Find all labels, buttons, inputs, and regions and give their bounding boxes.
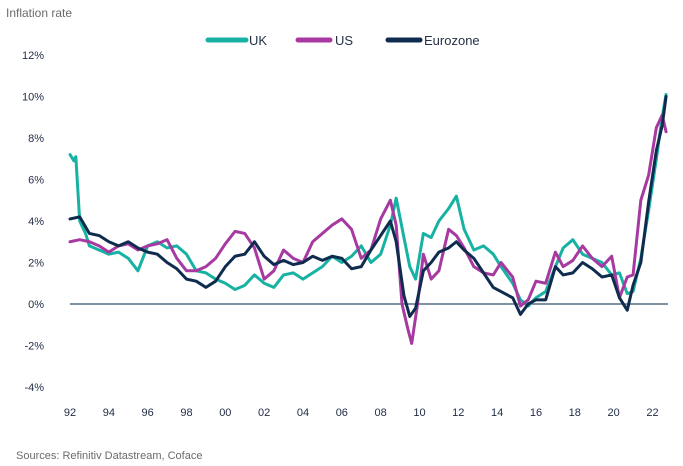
x-tick-label: 92 [64, 407, 76, 419]
y-tick-label: 8% [28, 133, 44, 145]
x-tick-label: 12 [452, 407, 464, 419]
series-line-us [68, 113, 668, 345]
x-tick-label: 20 [608, 407, 620, 419]
series-lines [68, 92, 668, 345]
legend-label-eurozone: Eurozone [424, 33, 480, 48]
series-line-uk [68, 92, 668, 308]
y-tick-label: 2% [28, 258, 44, 270]
x-tick-label: 16 [530, 407, 542, 419]
x-tick-label: 08 [375, 407, 387, 419]
x-tick-label: 96 [142, 407, 154, 419]
x-tick-label: 14 [491, 407, 503, 419]
x-tick-label: 22 [646, 407, 658, 419]
y-tick-label: -4% [24, 382, 44, 394]
x-tick-label: 02 [258, 407, 270, 419]
y-tick-label: 12% [22, 50, 44, 62]
y-tick-label: 6% [28, 175, 44, 187]
y-tick-label: -2% [24, 341, 44, 353]
legend: UK US Eurozone [205, 33, 480, 48]
y-axis-ticks: 12% 10% 8% 6% 4% 2% 0% -2% -4% [22, 50, 44, 394]
x-tick-label: 98 [180, 407, 192, 419]
x-tick-label: 00 [219, 407, 231, 419]
x-tick-label: 10 [413, 407, 425, 419]
x-tick-label: 94 [103, 407, 115, 419]
x-tick-label: 06 [336, 407, 348, 419]
x-tick-label: 04 [297, 407, 309, 419]
y-tick-label: 10% [22, 92, 44, 104]
legend-label-us: US [335, 33, 353, 48]
source-note: Sources: Refinitiv Datastream, Coface [16, 450, 202, 462]
legend-label-uk: UK [249, 33, 267, 48]
y-tick-label: 0% [28, 299, 44, 311]
x-tick-label: 18 [569, 407, 581, 419]
series-line-eurozone [68, 95, 668, 318]
x-axis-ticks: 92 94 96 98 00 02 04 06 08 10 12 14 16 18 20 22 [64, 407, 659, 419]
y-axis-label: Inflation rate [6, 6, 72, 20]
y-tick-label: 4% [28, 216, 44, 228]
